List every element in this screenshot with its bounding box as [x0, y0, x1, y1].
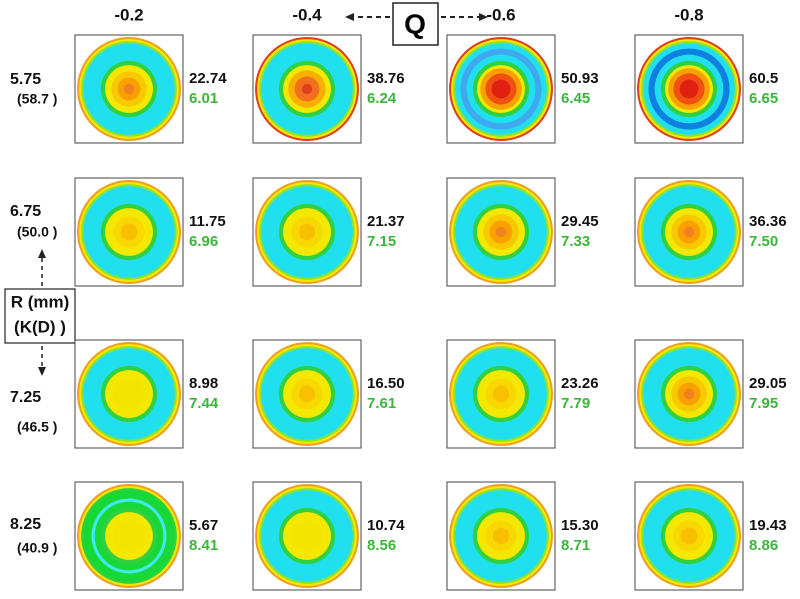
value-green: 8.71	[561, 537, 590, 554]
contour-ring	[113, 520, 145, 552]
q-label: Q	[404, 8, 426, 39]
value-black: 21.37	[367, 213, 405, 230]
r-box	[4, 288, 76, 344]
value-black: 10.74	[367, 517, 405, 534]
contour-ring	[301, 83, 313, 95]
column-header: -0.8	[674, 5, 703, 24]
arrow-head	[38, 249, 46, 258]
arrow-head	[38, 367, 46, 376]
row-k-label: (46.5 )	[17, 419, 57, 435]
value-black: 60.5	[749, 70, 778, 87]
value-green: 7.33	[561, 233, 590, 250]
value-green: 7.79	[561, 395, 590, 412]
value-black: 8.98	[189, 375, 218, 392]
axis-label: (K(D) )	[14, 317, 66, 336]
arrow-head	[345, 13, 354, 21]
contour-ring	[113, 378, 145, 410]
value-black: 29.45	[561, 213, 599, 230]
value-green: 6.01	[189, 90, 218, 107]
contour-ring	[683, 226, 695, 238]
column-header: -0.4	[292, 5, 322, 24]
value-green: 7.95	[749, 395, 778, 412]
contour-ring	[123, 83, 135, 95]
axis-label: R (mm)	[11, 292, 70, 311]
value-black: 16.50	[367, 375, 405, 392]
contour-ring	[492, 385, 510, 403]
column-header: -0.2	[114, 5, 143, 24]
value-black: 5.67	[189, 517, 218, 534]
contour-ring	[492, 527, 510, 545]
arrow-head	[479, 13, 488, 21]
value-green: 7.15	[367, 233, 396, 250]
value-black: 29.05	[749, 375, 787, 392]
row-k-label: (58.7 )	[17, 91, 57, 107]
value-green: 7.61	[367, 395, 396, 412]
contour-ring	[120, 223, 138, 241]
q-box	[392, 2, 439, 46]
contour-ring	[491, 79, 511, 99]
row-r-label: 5.75	[10, 71, 41, 88]
value-black: 36.36	[749, 213, 787, 230]
contour-ring	[298, 223, 316, 241]
value-green: 8.56	[367, 537, 396, 554]
value-green: 8.86	[749, 537, 778, 554]
value-green: 7.50	[749, 233, 778, 250]
row-r-label: 7.25	[10, 389, 41, 406]
value-black: 50.93	[561, 70, 599, 87]
column-header: -0.6	[486, 5, 515, 24]
value-green: 6.24	[367, 90, 397, 107]
row-k-label: (40.9 )	[17, 540, 57, 556]
contour-ring	[680, 527, 698, 545]
value-green: 8.41	[189, 537, 218, 554]
value-black: 11.75	[189, 213, 226, 230]
contour-ring	[679, 79, 699, 99]
contour-ring	[683, 388, 695, 400]
value-green: 6.96	[189, 233, 218, 250]
row-k-label: (50.0 )	[17, 224, 57, 240]
contour-ring	[298, 385, 316, 403]
value-black: 15.30	[561, 517, 599, 534]
row-r-label: 6.75	[10, 203, 41, 220]
value-black: 23.26	[561, 375, 599, 392]
row-r-label: 8.25	[10, 516, 41, 533]
value-green: 6.45	[561, 90, 590, 107]
contour-ring	[495, 226, 507, 238]
value-green: 6.65	[749, 90, 778, 107]
value-black: 38.76	[367, 70, 405, 87]
contour-ring	[291, 520, 323, 552]
value-black: 22.74	[189, 70, 227, 87]
value-black: 19.43	[749, 517, 787, 534]
value-green: 7.44	[189, 395, 219, 412]
